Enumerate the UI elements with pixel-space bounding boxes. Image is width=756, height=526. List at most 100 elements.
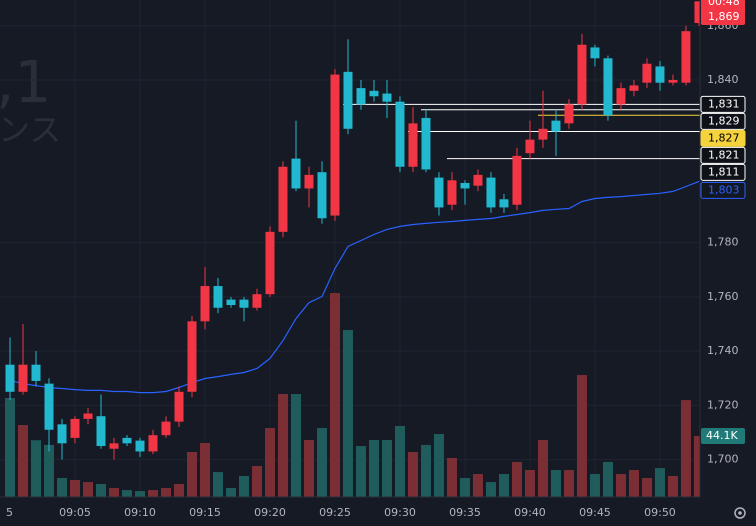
volume-bar (498, 474, 509, 497)
volume-bar (147, 490, 158, 497)
price-label-box (701, 0, 745, 25)
candle-body (408, 123, 418, 167)
level-label: 1,831 (708, 97, 740, 110)
candle-body (174, 391, 184, 422)
candle-body (330, 74, 340, 216)
candle-body (18, 364, 28, 392)
volume-bar (173, 483, 184, 497)
volume-bar (524, 470, 535, 497)
volume-bar (83, 482, 94, 497)
volume-bar (615, 474, 626, 497)
volume-bar (693, 435, 700, 497)
candle-body (200, 286, 210, 322)
candle-body (668, 79, 678, 83)
x-tick-label: 09:50 (644, 506, 676, 519)
candle-body (70, 418, 80, 438)
level-label: 1,829 (708, 114, 740, 127)
volume-bar (316, 428, 327, 497)
candle-body (304, 174, 314, 189)
volume-bar (199, 443, 210, 497)
volume-bar (368, 439, 379, 497)
ma-label: 1,803 (708, 183, 740, 196)
volume-bar (641, 478, 652, 497)
candle-body (96, 416, 106, 447)
volume-bar (563, 470, 574, 497)
candle-body (564, 104, 574, 124)
volume-bar (109, 488, 120, 497)
volume-bar (212, 472, 223, 497)
volume-bar (602, 461, 613, 497)
candle-body (694, 1, 700, 24)
x-tick-label: 09:15 (189, 506, 221, 519)
candle-body (239, 299, 249, 308)
volume-bar (31, 440, 42, 497)
x-tick-label: 09:45 (579, 506, 611, 519)
candle-body (577, 44, 587, 105)
ma-label-box (700, 181, 746, 199)
candle-body (551, 120, 561, 132)
candle-body (187, 321, 197, 392)
volume-bar (44, 444, 55, 497)
candle-body (148, 435, 158, 452)
x-tick-label: 09:40 (514, 506, 546, 519)
candle-body (395, 101, 405, 167)
level-label-box (700, 163, 746, 181)
candle-body (5, 364, 15, 392)
x-tick-label: 09:30 (384, 506, 416, 519)
x-tick-label: 09:25 (319, 506, 351, 519)
volume-bar (446, 457, 457, 497)
volume-bar (355, 446, 366, 497)
candle-body (161, 421, 171, 436)
candle-body (109, 443, 119, 449)
settings-icon[interactable] (734, 507, 746, 519)
gear[interactable] (734, 507, 746, 519)
candle-body (655, 66, 665, 83)
volume-label: 44.1K (706, 429, 738, 442)
candle-body (317, 172, 327, 219)
volume-bar (329, 293, 340, 497)
x-tick-label: 09:20 (254, 506, 286, 519)
candle-body (473, 174, 483, 186)
candle-body (486, 177, 496, 208)
y-tick-label: 1,780 (707, 236, 739, 249)
candle-body (226, 299, 236, 306)
y-tick-label: 1,740 (707, 344, 739, 357)
x-edge-label: 5 (6, 506, 13, 519)
candle-body (616, 88, 626, 105)
gear-center[interactable] (738, 511, 742, 515)
candle-body (629, 85, 639, 91)
volume-bar (238, 475, 249, 497)
x-tick-label: 09:35 (449, 506, 481, 519)
volume-bar (459, 478, 470, 497)
candle-body (356, 88, 366, 105)
volume-bar (576, 375, 587, 497)
y-tick-label: 1,720 (707, 398, 739, 411)
volume-bar (511, 461, 522, 497)
volume-bar (420, 444, 431, 497)
candle-body (343, 71, 353, 129)
volume-bar (122, 490, 133, 497)
volume-bar (654, 468, 665, 497)
countdown-label: 00:48 (708, 0, 740, 8)
candle-body (278, 166, 288, 232)
volume-bar (277, 394, 288, 497)
candle-body (252, 294, 262, 308)
volume-bar (472, 474, 483, 497)
candle-body (135, 440, 145, 452)
candle-body (603, 58, 613, 116)
volume-bar (589, 474, 600, 497)
volume-bar (264, 428, 275, 497)
candle-body (681, 31, 691, 83)
candle-body (538, 128, 548, 140)
candle-body (642, 63, 652, 83)
candle-body (421, 117, 431, 170)
volume-bar (485, 482, 496, 497)
level-label-box (700, 129, 746, 147)
volume-bar (550, 470, 561, 497)
x-tick-label: 09:05 (59, 506, 91, 519)
y-tick-label: 1,760 (707, 290, 739, 303)
candle-body (31, 364, 41, 381)
volume-bar (135, 491, 145, 497)
volume-bar (225, 488, 236, 497)
